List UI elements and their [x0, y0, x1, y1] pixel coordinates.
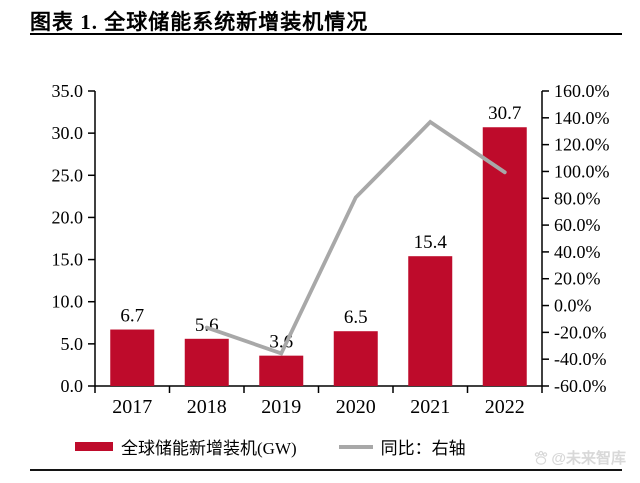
bar-series-label: 全球储能新增装机(GW) [121, 439, 297, 458]
bar-value-label: 30.7 [488, 103, 521, 124]
right-axis-tick-label: 60.0% [554, 215, 601, 235]
chart-legend: 全球储能新增装机(GW) 同比：右轴 [75, 434, 466, 459]
bar-value-label: 6.5 [344, 307, 368, 328]
left-axis-tick-label: 20.0 [52, 207, 84, 227]
watermark: @未来智库 [533, 447, 626, 468]
bar-2022 [482, 127, 527, 386]
yoy-line [204, 119, 507, 356]
bar-series-swatch [75, 442, 113, 451]
right-axis-tick-label: 100.0% [554, 161, 610, 181]
right-axis-tick-label: 160.0% [554, 81, 610, 101]
left-axis-tick-label: 0.0 [61, 376, 84, 396]
legend-item-line-series: 同比：右轴 [338, 434, 466, 459]
right-axis-tick-label: 80.0% [554, 188, 601, 208]
bar-2021 [408, 256, 453, 386]
bar-value-label: 6.7 [120, 306, 144, 327]
x-axis-category-label: 2020 [336, 396, 376, 418]
right-axis-tick-label: -40.0% [554, 349, 607, 369]
paw-logo-icon [535, 450, 548, 465]
x-axis-category-label: 2018 [187, 396, 227, 418]
left-axis-tick-label: 15.0 [52, 250, 84, 270]
figure-title: 图表 1. 全球储能系统新增装机情况 [30, 10, 369, 34]
right-axis-tick-label: 20.0% [554, 269, 601, 289]
x-axis-category-label: 2017 [112, 396, 152, 418]
right-axis-tick-label: -60.0% [554, 376, 607, 396]
right-axis-tick-label: -20.0% [554, 322, 607, 342]
watermark-text: @未来智库 [551, 450, 626, 467]
left-axis-tick-label: 35.0 [52, 81, 84, 101]
x-axis-category-label: 2022 [485, 396, 525, 418]
bar-value-label: 15.4 [414, 232, 448, 253]
line-series-swatch [338, 444, 373, 449]
left-axis-tick-label: 5.0 [61, 334, 84, 354]
x-axis-category-label: 2019 [261, 396, 301, 418]
bottom-rule [30, 469, 622, 471]
right-axis-tick-label: 140.0% [554, 108, 610, 128]
combo-chart: 0.0 5.0 10.0 15.0 20.0 25.0 30.0 35.0 -60.0% -40.… [52, 81, 610, 418]
right-axis-tick-label: 40.0% [554, 242, 601, 262]
x-axis-category-label: 2021 [410, 396, 450, 418]
right-axis-tick-label: 120.0% [554, 135, 610, 155]
title-rule [30, 33, 622, 35]
bar-2019 [259, 355, 304, 386]
left-axis-tick-label: 10.0 [52, 292, 84, 312]
bar-value-label: 5.6 [195, 315, 219, 336]
bar-2017 [110, 329, 155, 386]
left-axis-tick-label: 30.0 [52, 123, 84, 143]
bar-2018 [184, 338, 229, 386]
legend-item-bar-series: 全球储能新增装机(GW) [75, 434, 297, 459]
line-series-label: 同比：右轴 [380, 439, 466, 458]
right-axis-tick-label: 0.0% [554, 296, 592, 316]
bar-2020 [333, 331, 378, 386]
left-axis-tick-label: 25.0 [52, 165, 84, 185]
